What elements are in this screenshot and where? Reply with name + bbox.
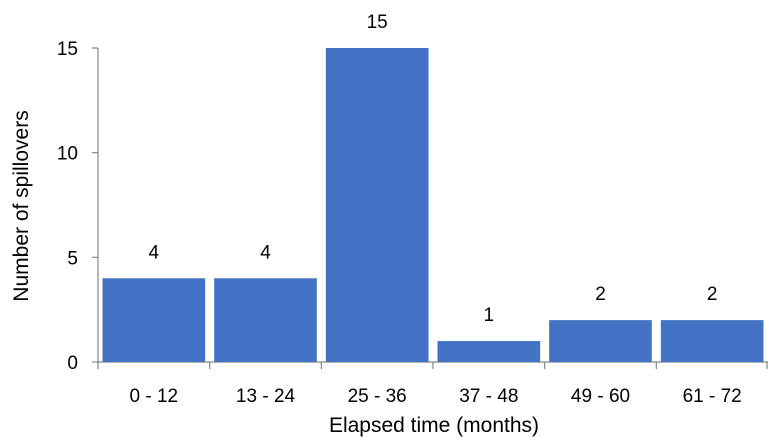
bar bbox=[102, 278, 206, 362]
bar bbox=[325, 48, 429, 362]
bars bbox=[102, 48, 764, 362]
x-axis-title: Elapsed time (months) bbox=[329, 414, 539, 437]
x-tick-label: 25 - 36 bbox=[348, 386, 407, 407]
x-tick-label: 13 - 24 bbox=[236, 386, 296, 407]
y-axis-title: Number of spillovers bbox=[10, 110, 33, 301]
x-tick-label: 37 - 48 bbox=[459, 386, 518, 407]
bar-value-label: 2 bbox=[707, 284, 718, 305]
bar-value-label: 1 bbox=[484, 305, 495, 326]
y-axis: 0 5 10 15 bbox=[57, 39, 99, 374]
bar-value-label: 4 bbox=[149, 242, 160, 263]
y-tick-label: 15 bbox=[57, 39, 78, 60]
y-tick-label: 10 bbox=[57, 144, 78, 165]
bar-value-label: 4 bbox=[260, 242, 271, 263]
bar bbox=[660, 320, 764, 362]
x-tick-label: 49 - 60 bbox=[571, 386, 630, 407]
bar bbox=[214, 278, 317, 362]
x-tick-label: 0 - 12 bbox=[130, 386, 179, 407]
data-labels: 4 4 15 1 2 2 bbox=[149, 12, 718, 326]
y-tick-label: 0 bbox=[67, 353, 78, 374]
y-tick-label: 5 bbox=[67, 248, 78, 269]
bar bbox=[437, 341, 541, 362]
bar bbox=[549, 320, 652, 362]
x-axis: 0 - 12 13 - 24 25 - 36 37 - 48 49 - 60 61 - 7… bbox=[97, 361, 768, 407]
bar-value-label: 15 bbox=[367, 12, 388, 33]
x-tick-label: 61 - 72 bbox=[683, 386, 742, 407]
bar-value-label: 2 bbox=[595, 284, 606, 305]
